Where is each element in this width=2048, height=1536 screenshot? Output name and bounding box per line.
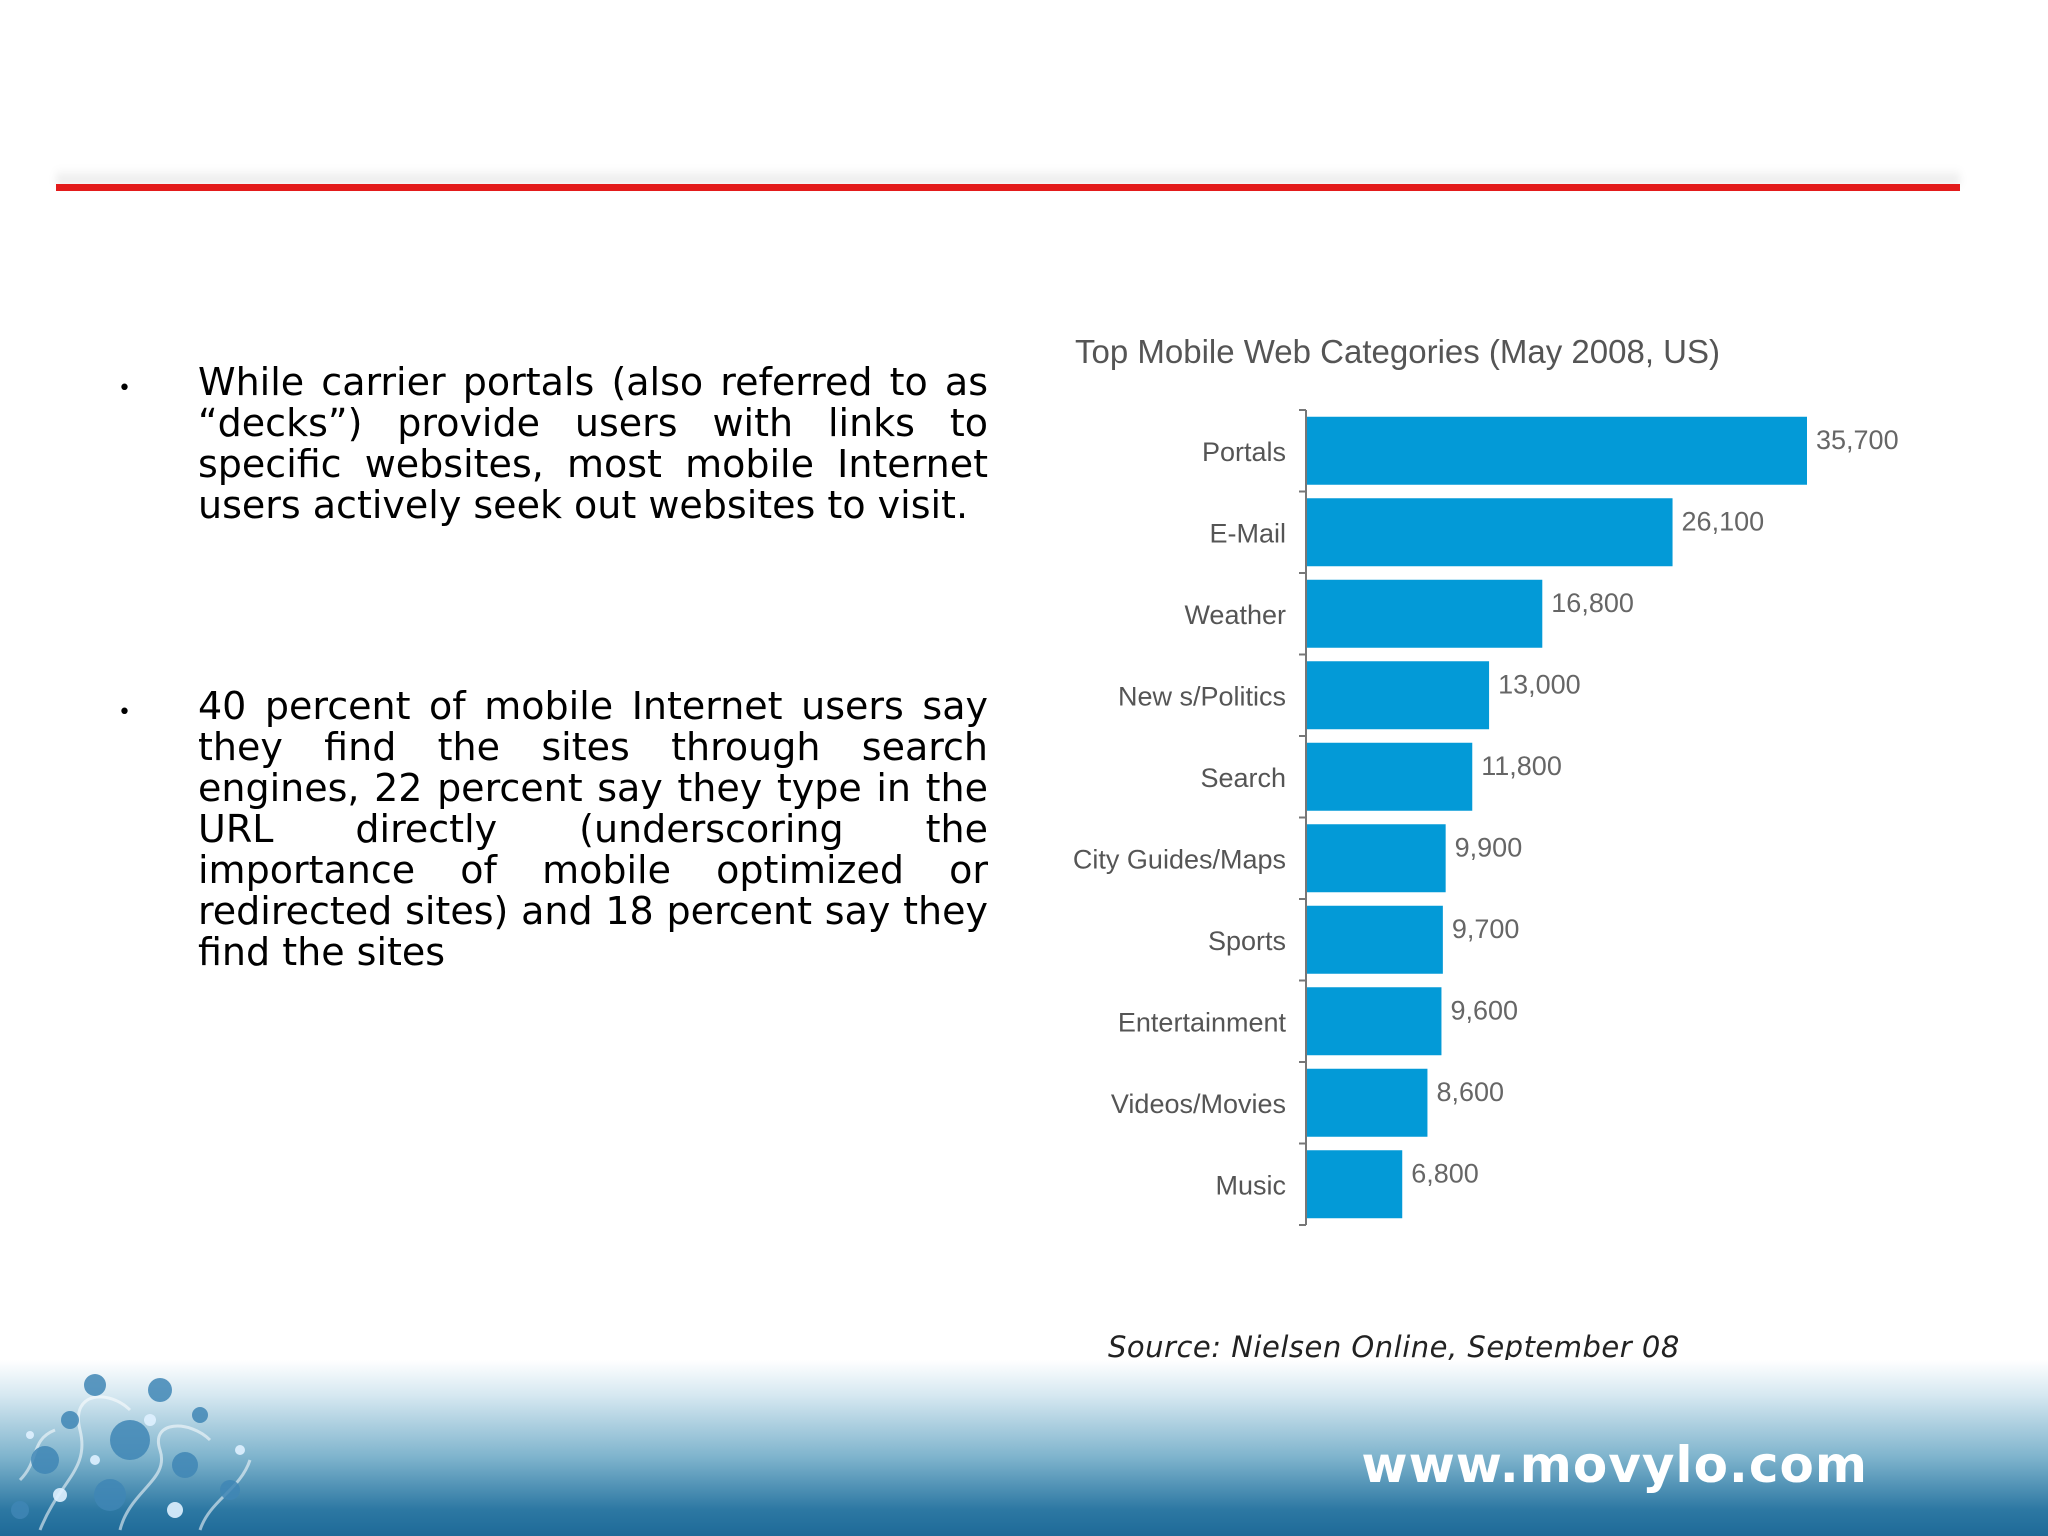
value-label: 11,800 — [1481, 751, 1562, 781]
bubbles-decoration-icon — [11, 1374, 252, 1531]
bar — [1307, 416, 1807, 485]
bar — [1307, 824, 1446, 893]
value-label: 9,600 — [1450, 995, 1518, 1025]
bar — [1307, 905, 1443, 974]
category-label: Videos/Movies — [1111, 1089, 1286, 1119]
category-label: E-Mail — [1209, 518, 1286, 548]
value-label: 8,600 — [1436, 1077, 1504, 1107]
bullet-list: • While carrier portals (also referred t… — [118, 362, 988, 973]
category-label: Entertainment — [1118, 1007, 1287, 1037]
category-label: Music — [1215, 1170, 1286, 1200]
bar-chart: Top Mobile Web Categories (May 2008, US)… — [1040, 330, 1980, 1230]
title-rule-shadow — [56, 168, 1960, 184]
value-label: 9,900 — [1455, 832, 1523, 862]
category-label: Portals — [1202, 437, 1286, 467]
value-label: 16,800 — [1551, 588, 1634, 618]
chart-title: Top Mobile Web Categories (May 2008, US) — [1075, 333, 1720, 370]
bar — [1307, 579, 1543, 648]
value-label: 13,000 — [1498, 669, 1581, 699]
bar — [1307, 1150, 1403, 1219]
title-rule — [56, 184, 1960, 191]
footer-band: www.movylo.com — [0, 1360, 2048, 1536]
bar — [1307, 987, 1442, 1056]
bullet-text: While carrier portals (also referred to … — [198, 360, 988, 527]
value-label: 9,700 — [1452, 914, 1520, 944]
bar — [1307, 742, 1473, 811]
value-label: 6,800 — [1411, 1158, 1479, 1188]
category-label: Weather — [1184, 600, 1286, 630]
bullet-item: • While carrier portals (also referred t… — [118, 362, 988, 526]
website-link[interactable]: www.movylo.com — [1361, 1436, 1868, 1494]
bar-chart-svg: Top Mobile Web Categories (May 2008, US)… — [1073, 333, 1899, 1226]
bar — [1307, 661, 1490, 730]
value-label: 26,100 — [1682, 506, 1765, 536]
value-label: 35,700 — [1816, 425, 1899, 455]
bar — [1307, 1068, 1428, 1137]
bullet-text: 40 percent of mobile Internet users say … — [198, 684, 988, 974]
bar — [1307, 498, 1673, 567]
bullet-item: • 40 percent of mobile Internet users sa… — [118, 686, 988, 973]
bullet-dot: • — [118, 700, 131, 725]
category-label: Sports — [1208, 926, 1286, 956]
category-label: Search — [1200, 763, 1286, 793]
source-note: Source: Nielsen Online, September 08 — [1108, 1330, 1680, 1364]
category-label: City Guides/Maps — [1073, 844, 1286, 874]
category-label: New s/Politics — [1118, 681, 1286, 711]
bullet-dot: • — [118, 376, 131, 401]
